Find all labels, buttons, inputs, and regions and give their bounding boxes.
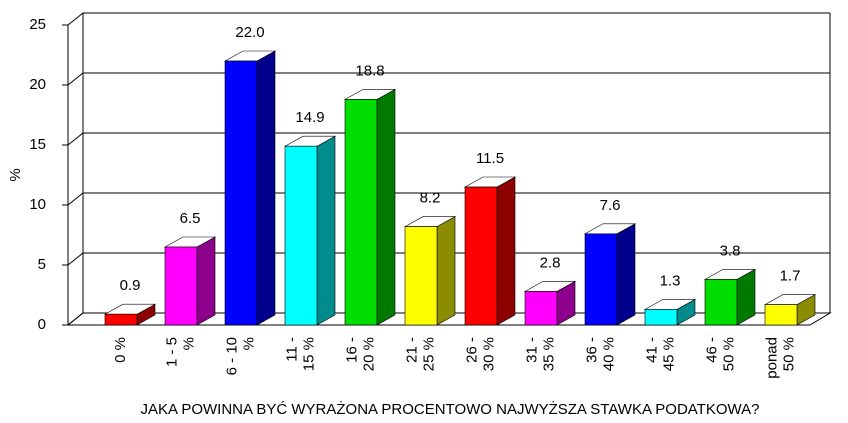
y-axis-title: %	[7, 168, 24, 181]
x-tick-label: 16 -	[343, 337, 360, 363]
bar-side	[256, 50, 276, 326]
bar	[284, 145, 318, 326]
x-axis-title: JAKA POWINNA BYĆ WYRAŻONA PROCENTOWO NAJ…	[141, 400, 760, 418]
x-tick-label: 50 %	[720, 337, 737, 371]
y-tick-label: 15	[29, 136, 46, 153]
grid-line	[67, 72, 830, 86]
value-label: 18.8	[355, 62, 384, 79]
x-tick-label: 21 -	[403, 337, 420, 363]
bar	[464, 186, 498, 326]
x-tick-label: 1 - 5	[163, 337, 180, 367]
x-tick-label: 30 %	[480, 337, 497, 371]
value-label: 1.7	[780, 268, 801, 285]
bar	[764, 304, 798, 326]
value-label: 3.8	[720, 242, 741, 259]
bar	[644, 309, 678, 326]
bar-side	[616, 223, 636, 326]
grid-line	[67, 132, 830, 146]
bar-side	[196, 236, 216, 326]
x-tick-label: 15 %	[300, 337, 317, 371]
value-label: 22.0	[235, 24, 264, 41]
grid-line	[67, 12, 830, 26]
x-tick-label: 50 %	[780, 337, 797, 371]
y-tick-label: 5	[38, 256, 46, 273]
value-label: 14.9	[295, 109, 324, 126]
grid-line	[67, 192, 830, 206]
bar	[524, 291, 558, 326]
value-label: 2.8	[540, 254, 561, 271]
x-tick-label: 0 %	[112, 337, 129, 363]
value-label: 11.5	[476, 150, 504, 167]
bar	[344, 99, 378, 326]
bar-side	[496, 176, 516, 326]
y-tick-label: 25	[29, 16, 46, 33]
bar	[104, 313, 138, 326]
grid-line	[67, 252, 830, 266]
x-tick-label: 25 %	[420, 337, 437, 371]
x-tick-label: 40 %	[600, 337, 617, 371]
x-tick-label: %	[240, 337, 257, 350]
bar	[704, 279, 738, 326]
value-label: 1.3	[660, 272, 681, 289]
x-tick-label: ponad	[763, 337, 780, 379]
x-tick-label: 45 %	[660, 337, 677, 371]
x-tick-label: 11 -	[283, 337, 300, 362]
value-label: 0.9	[120, 277, 141, 294]
x-tick-label: 31 -	[523, 337, 540, 363]
bar-side	[436, 216, 456, 326]
bar	[404, 226, 438, 326]
y-tick-label: 10	[29, 196, 46, 213]
x-tick-label: %	[180, 337, 197, 350]
bar-side	[376, 88, 396, 326]
y-tick-label: 20	[29, 76, 46, 93]
value-label: 7.6	[600, 197, 621, 214]
bar	[584, 233, 618, 326]
x-tick-label: 26 -	[463, 337, 480, 363]
x-tick-label: 46 -	[703, 337, 720, 363]
x-tick-label: 36 -	[583, 337, 600, 363]
x-tick-label: 6 - 10	[223, 337, 240, 375]
x-tick-label: 41 -	[643, 337, 660, 363]
value-label: 6.5	[180, 210, 201, 227]
x-tick-label: 20 %	[360, 337, 377, 371]
bar-side	[316, 135, 336, 326]
x-tick-label: 35 %	[540, 337, 557, 371]
value-label: 8.2	[420, 190, 441, 207]
y-tick-label: 0	[38, 316, 46, 333]
bar	[224, 60, 258, 326]
grid-line	[67, 312, 830, 326]
bar	[164, 246, 198, 326]
